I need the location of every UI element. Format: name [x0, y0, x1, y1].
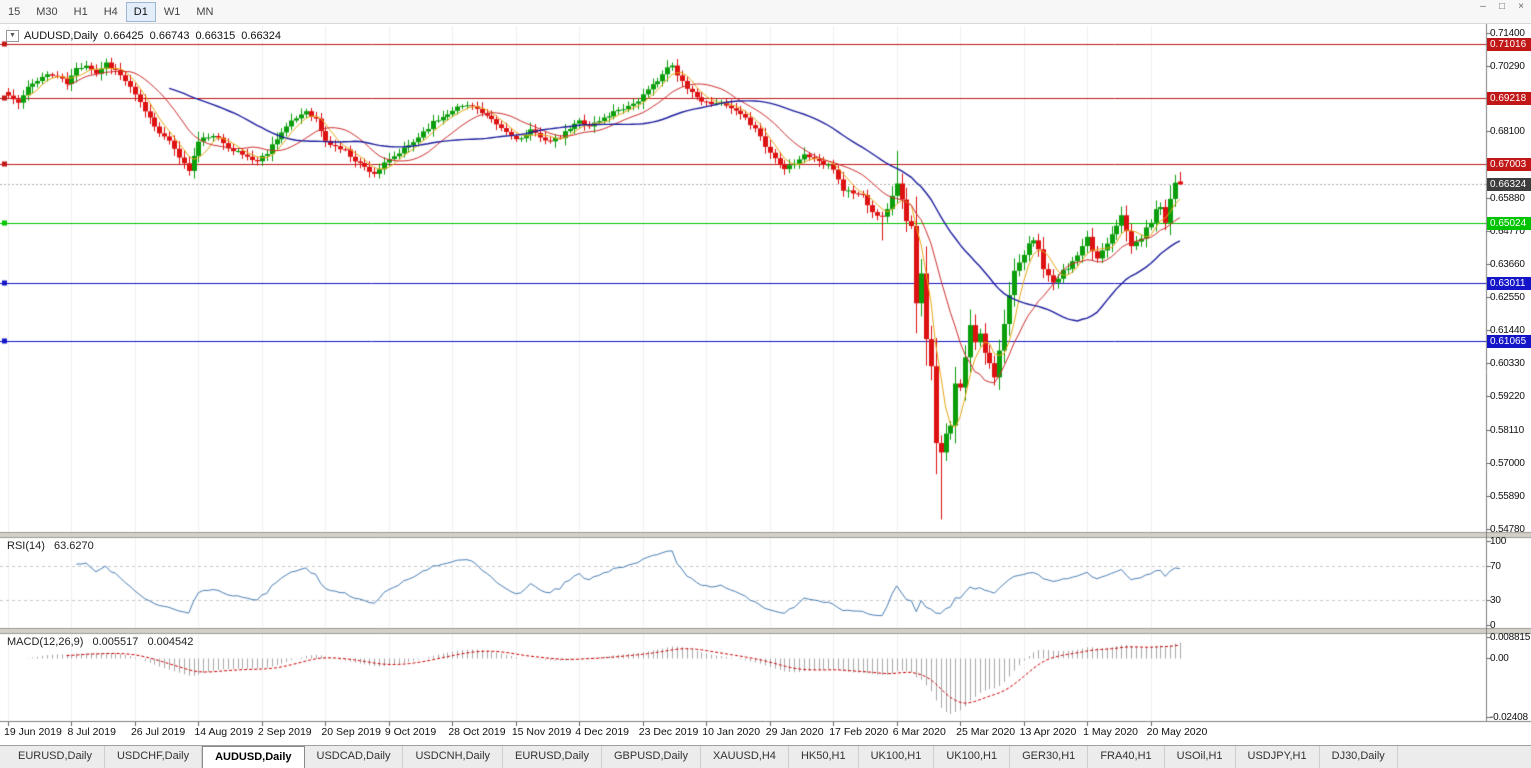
chevron-down-icon[interactable]: ▼ — [6, 30, 19, 42]
chart-tab-3-USDCAD,Daily[interactable]: USDCAD,Daily — [305, 746, 404, 768]
y-axis-label: 0.61440 — [1490, 325, 1525, 337]
symbol-label: AUDUSD,Daily — [23, 30, 98, 42]
price-level-marker: 0.71016 — [1487, 38, 1531, 52]
chart-tab-9-UK100,H1[interactable]: UK100,H1 — [859, 746, 935, 768]
restore-icon[interactable]: □ — [1498, 1, 1506, 12]
x-axis-label: 23 Dec 2019 — [638, 726, 699, 738]
chart-tab-1-USDCHF,Daily[interactable]: USDCHF,Daily — [105, 746, 203, 768]
x-axis-label: 29 Jan 2020 — [765, 726, 824, 738]
chart-tab-11-GER30,H1[interactable]: GER30,H1 — [1010, 746, 1089, 768]
y-axis-label: 0.65880 — [1490, 192, 1525, 204]
chart-area: ▼ AUDUSD,Daily 0.66425 0.66743 0.66315 0… — [0, 24, 1531, 745]
timeframe-button-D1[interactable]: D1 — [125, 1, 156, 22]
x-axis-label: 26 Jul 2019 — [130, 726, 186, 738]
chart-tab-7-XAUUSD,H4[interactable]: XAUUSD,H4 — [701, 746, 789, 768]
rsi-value: 63.6270 — [53, 540, 94, 552]
price-level-marker: 0.63011 — [1487, 277, 1531, 291]
y-axis-label: 0.63660 — [1490, 258, 1525, 270]
y-axis-label: 0.64770 — [1490, 225, 1525, 237]
y-axis-label: 0.62550 — [1490, 292, 1525, 304]
x-axis-label: 19 Jun 2019 — [4, 726, 62, 738]
chart-tab-6-GBPUSD,Daily[interactable]: GBPUSD,Daily — [602, 746, 701, 768]
timeframe-button-H4[interactable]: H4 — [103, 5, 118, 18]
y-axis-label: 0.70290 — [1490, 61, 1525, 73]
y-axis-label: 0.54780 — [1490, 524, 1525, 535]
timeframe-button-H1[interactable]: H1 — [73, 5, 88, 18]
x-axis-label: 1 May 2020 — [1083, 726, 1139, 738]
x-axis-label: 6 Mar 2020 — [892, 726, 946, 738]
rsi-scale-label: 30 — [1490, 594, 1501, 606]
y-axis-label: 0.71400 — [1490, 28, 1525, 39]
rsi-scale-label: 70 — [1490, 561, 1501, 573]
rsi-scale-label: 100 — [1490, 536, 1507, 547]
y-axis-label: 0.58110 — [1490, 424, 1525, 436]
chart-tab-14-USDJPY,H1[interactable]: USDJPY,H1 — [1236, 746, 1320, 768]
timeframe-button-MN[interactable]: MN — [196, 5, 214, 18]
y-axis-label: 0.60330 — [1490, 358, 1525, 370]
rsi-scale-label: 0 — [1490, 620, 1496, 631]
y-axis-label: 0.59220 — [1490, 391, 1525, 403]
rsi-label: RSI(14) 63.6270 — [7, 540, 94, 552]
x-axis-label: 10 Jan 2020 — [702, 726, 761, 738]
tab-bar: EURUSD,Daily USDCHF,Daily AUDUSD,Daily USDC… — [0, 745, 1531, 768]
macd-scale-label: 0.00 — [1490, 653, 1509, 665]
rsi-name: RSI(14) — [7, 540, 45, 552]
macd-scale-label: 0.008815 — [1490, 632, 1531, 643]
chart-tab-10-UK100,H1[interactable]: UK100,H1 — [934, 746, 1011, 768]
price-level-marker: 0.65024 — [1487, 217, 1531, 231]
macd-name: MACD(12,26,9) — [7, 636, 84, 648]
macd-signal-value: 0.004542 — [147, 636, 194, 648]
macd-main-value: 0.005517 — [92, 636, 139, 648]
x-axis-label: 4 Dec 2019 — [575, 726, 630, 738]
low-value: 0.66315 — [195, 30, 236, 42]
macd-scale-label: -0.02408 — [1490, 712, 1528, 723]
x-axis-label: 28 Oct 2019 — [448, 726, 506, 738]
x-axis-label: 13 Apr 2020 — [1019, 726, 1077, 738]
chart-tab-0-EURUSD,Daily[interactable]: EURUSD,Daily — [6, 746, 105, 768]
close-icon[interactable]: × — [1518, 1, 1524, 12]
timeframe-buttons: 15 M30 H1 H4 D1 W1 MN — [0, 0, 221, 23]
minimize-icon[interactable]: – — [1480, 1, 1486, 12]
open-value: 0.66425 — [103, 30, 144, 42]
chart-tab-15-DJ30,Daily[interactable]: DJ30,Daily — [1320, 746, 1398, 768]
y-axis-label: 0.57000 — [1490, 457, 1525, 469]
x-axis-label: 25 Mar 2020 — [956, 726, 1016, 738]
chart-header: ▼ AUDUSD,Daily 0.66425 0.66743 0.66315 0… — [6, 30, 281, 42]
x-axis-label: 15 Nov 2019 — [511, 726, 572, 738]
chart-tab-2-AUDUSD,Daily[interactable]: AUDUSD,Daily — [202, 746, 305, 768]
y-axis-label: 0.55890 — [1490, 490, 1525, 502]
x-axis-label: 14 Aug 2019 — [194, 726, 254, 738]
timeframe-button-15[interactable]: 15 — [8, 5, 21, 18]
chart-tab-13-USOil,H1[interactable]: USOil,H1 — [1165, 746, 1236, 768]
x-axis-label: 2 Sep 2019 — [257, 726, 312, 738]
price-level-marker: 0.61065 — [1487, 335, 1531, 349]
macd-label: MACD(12,26,9) 0.005517 0.004542 — [7, 636, 193, 648]
x-axis-label: 17 Feb 2020 — [829, 726, 889, 738]
current-price-marker: 0.66324 — [1487, 178, 1531, 192]
x-axis-label: 8 Jul 2019 — [67, 726, 116, 738]
timeframe-toolbar: 15 M30 H1 H4 D1 W1 MN – □ × — [0, 0, 1531, 24]
close-value: 0.66324 — [241, 30, 281, 42]
timeframe-button-W1[interactable]: W1 — [163, 5, 181, 18]
chart-tab-4-USDCNH,Daily[interactable]: USDCNH,Daily — [403, 746, 504, 768]
y-axis-label: 0.68100 — [1490, 126, 1525, 138]
price-level-marker: 0.67003 — [1487, 158, 1531, 172]
x-axis-label: 20 Sep 2019 — [321, 726, 381, 738]
high-value: 0.66743 — [149, 30, 190, 42]
chart-tab-5-EURUSD,Daily[interactable]: EURUSD,Daily — [503, 746, 602, 768]
x-axis-label: 20 May 2020 — [1146, 726, 1208, 738]
price-level-marker: 0.69218 — [1487, 92, 1531, 106]
chart-tab-12-FRA40,H1[interactable]: FRA40,H1 — [1088, 746, 1165, 768]
chart-canvas[interactable] — [0, 24, 1531, 745]
timeframe-button-M30[interactable]: M30 — [36, 5, 58, 18]
x-axis-label: 9 Oct 2019 — [384, 726, 437, 738]
chart-tab-8-HK50,H1[interactable]: HK50,H1 — [789, 746, 859, 768]
window-controls: – □ × — [1477, 1, 1527, 12]
